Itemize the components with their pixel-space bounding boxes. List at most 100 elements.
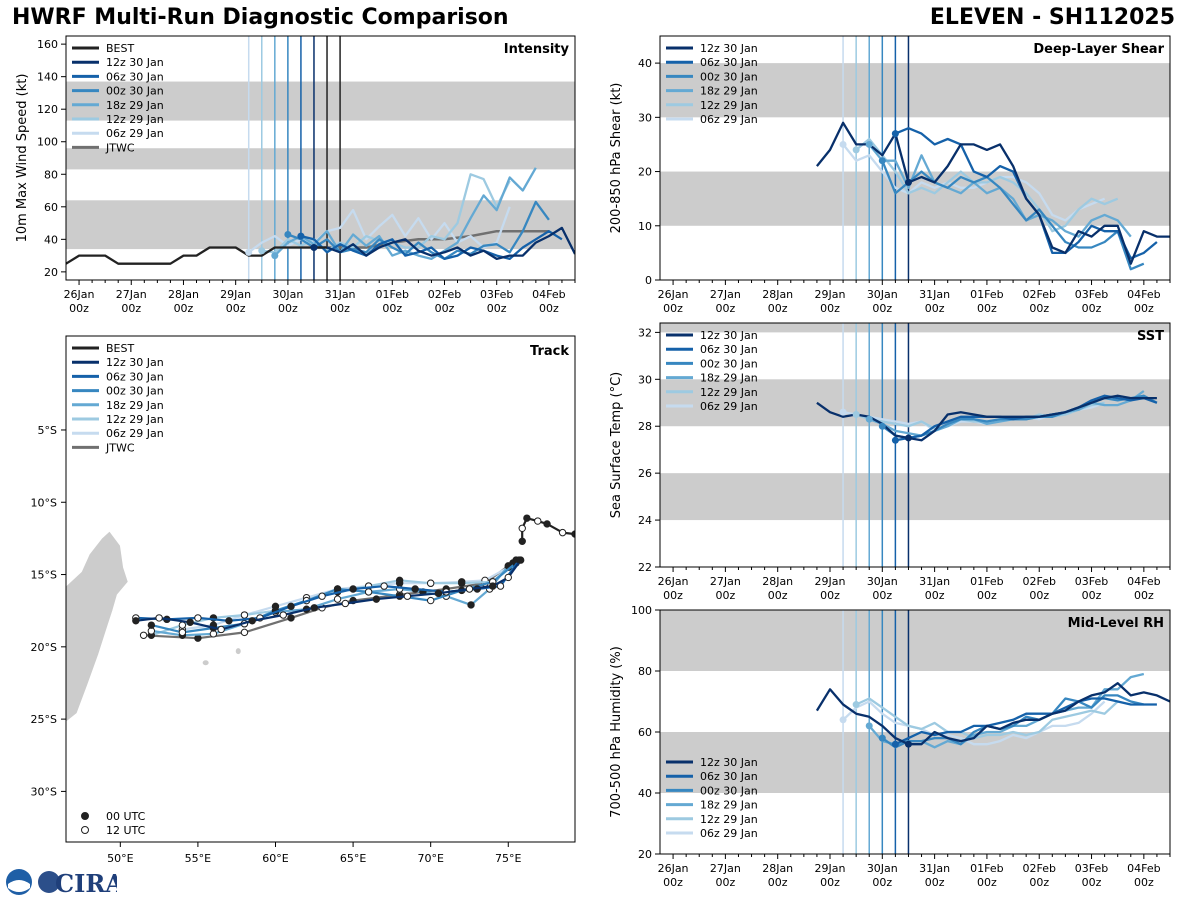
shear-panel-title: Deep-Layer Shear xyxy=(1033,42,1164,57)
track-best-point xyxy=(534,517,542,525)
rh-legend-label: 06z 29 Jan xyxy=(700,827,758,840)
track-series-point-4 xyxy=(178,621,187,629)
intensity-legend-label: 12z 30 Jan xyxy=(106,56,164,69)
track-series-point-0 xyxy=(155,614,163,622)
rh-ytick-label: 100 xyxy=(631,604,652,617)
intensity-xtick-hour: 00z xyxy=(487,302,507,315)
sst-series-0 xyxy=(908,394,1157,442)
sst-xtick-day: 02Feb xyxy=(1022,575,1055,588)
track-series-point-0 xyxy=(489,582,497,590)
sst-series-start-point-5 xyxy=(839,408,847,416)
sst-band-2 xyxy=(660,323,1170,333)
intensity-xtick-day: 03Feb xyxy=(480,288,513,301)
track-series-point-4 xyxy=(458,579,466,587)
rh-legend-label: 12z 30 Jan xyxy=(700,756,758,769)
intensity-band-1 xyxy=(66,148,575,170)
shear-legend-label: 06z 29 Jan xyxy=(700,113,758,126)
sst-xtick-hour: 00z xyxy=(872,589,892,602)
rh-series-5 xyxy=(842,700,1106,746)
sst-ytick-label: 26 xyxy=(638,467,652,480)
track-series-point-3 xyxy=(467,601,475,609)
sst-ytick-label: 28 xyxy=(638,420,652,433)
intensity-legend-label: BEST xyxy=(106,42,134,55)
page-title: HWRF Multi-Run Diagnostic Comparison xyxy=(12,5,509,30)
track-xtick-label: 65°E xyxy=(340,852,366,865)
sst-best-line xyxy=(816,401,909,440)
intensity-xtick-day: 26Jan xyxy=(64,288,95,301)
sst-ytick-label: 22 xyxy=(638,561,652,574)
rh-xtick-day: 26Jan xyxy=(658,862,689,875)
rh-legend-label: 12z 29 Jan xyxy=(700,813,758,826)
sst-band-0 xyxy=(660,473,1170,521)
track-series-point-0 xyxy=(504,573,512,582)
rh-ytick-label: 20 xyxy=(638,848,652,861)
rh-xtick-day: 27Jan xyxy=(710,862,741,875)
sst-xtick-hour: 00z xyxy=(1029,589,1049,602)
rh-xtick-hour: 00z xyxy=(820,876,840,889)
rh-plot-group xyxy=(660,610,1170,854)
shear-xtick-day: 03Feb xyxy=(1075,288,1108,301)
track-series-point-2 xyxy=(147,621,156,629)
shear-xtick-hour: 00z xyxy=(1029,302,1049,315)
shear-legend-label: 12z 29 Jan xyxy=(700,99,758,112)
intensity-series-1 xyxy=(300,230,563,261)
track-series-point-0 xyxy=(248,617,256,625)
track-xtick-label: 75°E xyxy=(495,852,521,865)
noaa-wave-icon xyxy=(8,880,30,892)
shear-series-5 xyxy=(842,143,1106,222)
shear-xtick-day: 01Feb xyxy=(970,288,1003,301)
shear-xtick-hour: 00z xyxy=(872,302,892,315)
shear-legend-label: 00z 30 Jan xyxy=(700,70,758,83)
intensity-series-2 xyxy=(287,200,550,261)
track-series-point-2 xyxy=(178,628,187,637)
track-ytick-label: 20°S xyxy=(31,641,57,654)
intensity-xtick-day: 29Jan xyxy=(220,288,251,301)
rh-series-start-point-0 xyxy=(904,740,912,748)
track-best-point xyxy=(543,520,551,528)
track-frame xyxy=(65,335,576,843)
rh-xtick-hour: 00z xyxy=(925,876,945,889)
shear-legend-label: 12z 30 Jan xyxy=(700,42,758,55)
intensity-legend-label: 18z 29 Jan xyxy=(106,99,164,112)
track-series-point-2 xyxy=(364,588,373,596)
sst-xtick-hour: 00z xyxy=(663,589,683,602)
rh-legend-label: 06z 30 Jan xyxy=(700,770,758,783)
rh-xtick-day: 28Jan xyxy=(762,862,793,875)
intensity-ytick-label: 160 xyxy=(37,38,58,51)
track-jtwc-point xyxy=(139,631,148,639)
track-series-point-0 xyxy=(434,589,443,598)
intensity-xtick-hour: 00z xyxy=(278,302,298,315)
track-legend-label: 00z 30 Jan xyxy=(106,385,164,398)
intensity-legend-label: 00z 30 Jan xyxy=(106,85,164,98)
sst-xtick-hour: 00z xyxy=(820,589,840,602)
intensity-ytick-label: 120 xyxy=(37,103,58,116)
track-series-point-0 xyxy=(341,599,350,608)
shear-xtick-day: 04Feb xyxy=(1127,288,1160,301)
shear-xtick-hour: 00z xyxy=(1082,302,1102,315)
intensity-series-start-point-4 xyxy=(258,247,266,255)
intensity-ytick-label: 80 xyxy=(44,168,58,181)
intensity-ytick-label: 40 xyxy=(44,233,58,246)
rh-xtick-hour: 00z xyxy=(1082,876,1102,889)
intensity-ytick-label: 20 xyxy=(44,266,58,279)
track-legend-label: JTWC xyxy=(105,441,135,454)
track-series-point-0 xyxy=(132,617,140,625)
shear-xtick-hour: 00z xyxy=(715,302,735,315)
sst-xtick-day: 30Jan xyxy=(867,575,898,588)
track-legend-label: 18z 29 Jan xyxy=(106,399,164,412)
sst-xtick-day: 31Jan xyxy=(919,575,950,588)
cira-logo-text: CIRA xyxy=(55,869,117,898)
sst-xtick-hour: 00z xyxy=(768,589,788,602)
intensity-panel-title: Intensity xyxy=(504,42,570,57)
intensity-ytick-label: 60 xyxy=(44,201,58,214)
sst-ylabel: Sea Surface Temp (°C) xyxy=(609,372,624,519)
sst-series-start-point-2 xyxy=(878,422,886,430)
rh-ytick-label: 60 xyxy=(638,726,652,739)
intensity-xtick-hour: 00z xyxy=(435,302,455,315)
track-series-point-1 xyxy=(349,585,357,593)
reunion-island xyxy=(202,660,209,666)
mauritius-island xyxy=(235,648,241,655)
track-xtick-label: 60°E xyxy=(262,852,288,865)
